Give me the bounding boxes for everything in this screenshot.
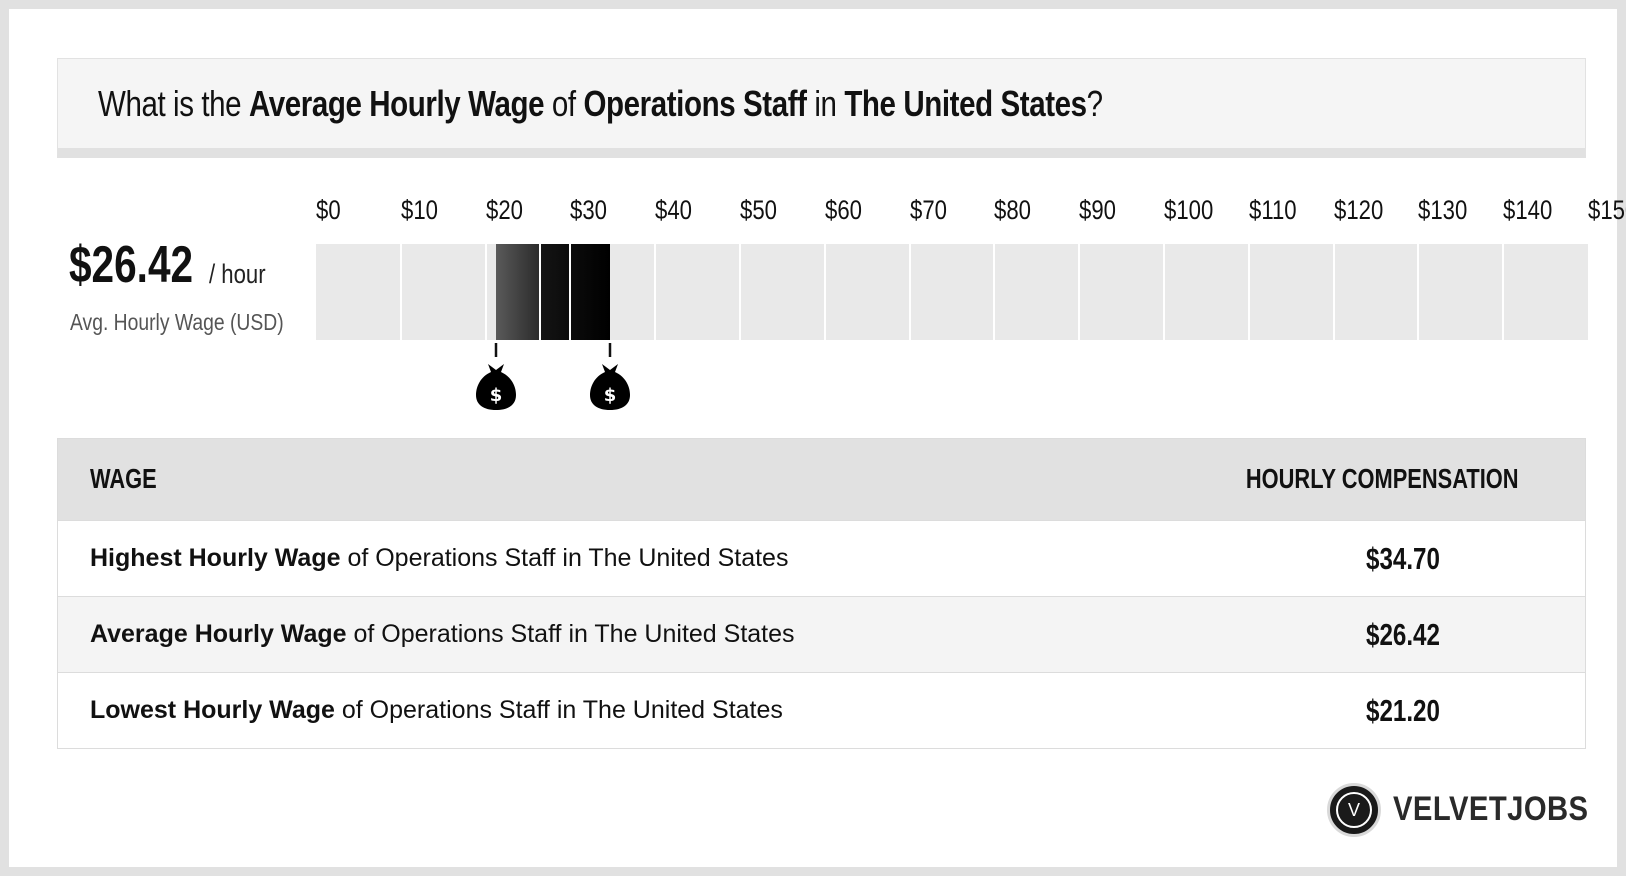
tick-label: $100 <box>1164 195 1214 225</box>
scale-separator <box>1078 244 1081 340</box>
scale-tick-labels: $0 $10 $20 $30 $40 $50 $60 $70 $80 $90 $100 $110 $12… <box>9 195 1626 235</box>
logo-mark-letter: V <box>1336 792 1372 828</box>
table-row-lowest: Lowest Hourly Wage of Operations Staff i… <box>58 672 1585 748</box>
average-wage-label: Avg. Hourly Wage (USD) <box>70 309 284 335</box>
title-metric: Average Hourly Wage <box>248 83 545 124</box>
table-row-highest: Highest Hourly Wage of Operations Staff … <box>58 520 1585 596</box>
tick-label: $110 <box>1248 195 1297 225</box>
row-value: $21.20 <box>1366 693 1440 728</box>
wage-table: WAGE HOURLY COMPENSATION Highest Hourly … <box>57 438 1586 749</box>
table-header: WAGE HOURLY COMPENSATION <box>58 439 1585 520</box>
scale-separator <box>1502 244 1505 340</box>
scale-separator <box>569 244 572 340</box>
row-label-bold: Highest Hourly Wage <box>90 544 341 572</box>
tick-label: $70 <box>909 195 947 225</box>
scale-separator <box>1417 244 1420 340</box>
row-label: Lowest Hourly Wage of Operations Staff i… <box>90 696 783 725</box>
row-label: Highest Hourly Wage of Operations Staff … <box>90 544 788 573</box>
title-suffix: ? <box>1086 83 1103 124</box>
tick-label: $130 <box>1418 195 1468 225</box>
average-wage-value: $26.42 <box>69 236 194 294</box>
tick-label: $80 <box>994 195 1032 225</box>
tick-label: $90 <box>1079 195 1117 225</box>
title-in: in <box>806 83 845 124</box>
tick-label: $60 <box>824 195 862 225</box>
tick-label: $120 <box>1333 195 1383 225</box>
tick-label: $40 <box>655 195 693 225</box>
average-divider <box>539 244 542 340</box>
title-of: of <box>544 83 584 124</box>
header-hourly-compensation: HOURLY COMPENSATION <box>1246 463 1519 494</box>
range-low-to-average <box>495 244 541 340</box>
range-markers: $ $ <box>9 343 1626 413</box>
scale-separator <box>993 244 996 340</box>
tick-label: $10 <box>400 195 438 225</box>
scale-separator <box>399 244 402 340</box>
scale-separator <box>654 244 657 340</box>
range-average-to-high <box>540 244 611 340</box>
title-prefix: What is the <box>98 83 249 124</box>
title-location: The United States <box>844 83 1087 124</box>
average-wage-unit: / hour <box>209 259 266 289</box>
row-label-rest: of Operations Staff in The United States <box>346 620 795 648</box>
tick-label: $20 <box>485 195 523 225</box>
money-bag-icon: $ <box>588 343 632 413</box>
svg-text:$: $ <box>490 385 503 406</box>
scale-separator <box>739 244 741 340</box>
row-label-rest: of Operations Staff in The United States <box>334 696 783 724</box>
row-label-rest: of Operations Staff in The United States <box>340 544 789 572</box>
row-value: $34.70 <box>1366 541 1440 576</box>
title-role: Operations Staff <box>583 83 807 124</box>
tick-label: $30 <box>570 195 608 225</box>
tick-label: $140 <box>1503 195 1553 225</box>
scale-separator <box>484 244 487 340</box>
title-box: What is the Average Hourly Wage of Opera… <box>57 58 1586 158</box>
tick-label: $50 <box>740 195 777 225</box>
row-label: Average Hourly Wage of Operations Staff … <box>90 620 795 649</box>
scale-separator <box>1332 244 1335 340</box>
velvetjobs-logo[interactable]: V VELVETJOBS <box>1327 782 1589 838</box>
row-value: $26.42 <box>1366 617 1440 652</box>
logo-wordmark: VELVETJOBS <box>1393 790 1589 828</box>
page-title: What is the Average Hourly Wage of Opera… <box>98 83 1103 125</box>
logo-mark-icon: V <box>1327 783 1381 837</box>
tick-label: $150+ <box>1588 195 1626 225</box>
svg-text:$: $ <box>604 385 617 406</box>
scale-separator <box>1163 244 1165 340</box>
tick-label: $0 <box>316 195 341 225</box>
table-row-average: Average Hourly Wage of Operations Staff … <box>58 596 1585 672</box>
wage-scale-bar <box>316 244 1588 340</box>
row-label-bold: Lowest Hourly Wage <box>90 696 335 724</box>
money-bag-icon: $ <box>474 343 518 413</box>
header-wage: WAGE <box>90 463 157 494</box>
scale-separator <box>1247 244 1250 340</box>
scale-separator <box>908 244 911 340</box>
row-label-bold: Average Hourly Wage <box>90 620 347 648</box>
scale-separator <box>823 244 826 340</box>
